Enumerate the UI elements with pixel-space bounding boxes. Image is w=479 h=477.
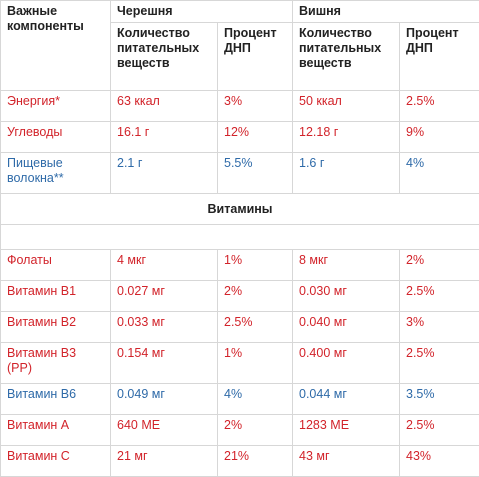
cherry-sweet-amount-header: Количество питательных веществ <box>111 23 218 91</box>
row-name: Витамин A <box>1 415 111 446</box>
cherry-sweet-percent: 2% <box>218 415 293 446</box>
cherry-percent: 4% <box>400 153 479 194</box>
cherry-sweet-amount: 4 мкг <box>111 250 218 281</box>
cherry-sweet-percent: 4% <box>218 384 293 415</box>
cherry-sweet-percent: 1% <box>218 343 293 384</box>
cherry-sweet-amount: 0.027 мг <box>111 281 218 312</box>
cherry-sweet-percent: 2.5% <box>218 312 293 343</box>
cherry-amount: 0.030 мг <box>293 281 400 312</box>
cherry-amount: 12.18 г <box>293 122 400 153</box>
cherry-sweet-percent-header: Процент ДНП <box>218 23 293 91</box>
cherry-sweet-percent: 2% <box>218 281 293 312</box>
cherry-sweet-amount: 21 мг <box>111 446 218 477</box>
cherry-amount: 0.040 мг <box>293 312 400 343</box>
cherry-amount: 43 мг <box>293 446 400 477</box>
cherry-amount-header: Количество питательных веществ <box>293 23 400 91</box>
cherry-percent: 9% <box>400 122 479 153</box>
row-name: Витамин B2 <box>1 312 111 343</box>
vitamins-section-title: Витамины <box>1 194 479 225</box>
cherry-percent: 43% <box>400 446 479 477</box>
cherry-sweet-amount: 640 МЕ <box>111 415 218 446</box>
cherry-percent: 2.5% <box>400 343 479 384</box>
cherry-percent: 3.5% <box>400 384 479 415</box>
vitamins-section-row: Витамины <box>1 194 479 225</box>
cherry-percent: 2.5% <box>400 415 479 446</box>
cherry-amount: 8 мкг <box>293 250 400 281</box>
row-name: Витамин C <box>1 446 111 477</box>
components-header: Важные компоненты <box>1 1 111 91</box>
row-name: Углеводы <box>1 122 111 153</box>
cherry-amount: 1283 МЕ <box>293 415 400 446</box>
cherry-sweet-amount: 63 ккал <box>111 91 218 122</box>
cherry-sweet-percent: 21% <box>218 446 293 477</box>
cherry-sweet-header: Черешня <box>111 1 293 23</box>
row-name: Пищевые волокна** <box>1 153 111 194</box>
cherry-sweet-amount: 0.154 мг <box>111 343 218 384</box>
cherry-sweet-percent: 5.5% <box>218 153 293 194</box>
cherry-amount: 0.044 мг <box>293 384 400 415</box>
cherry-header: Вишня <box>293 1 479 23</box>
header-row-1: Важные компоненты Черешня Вишня <box>1 1 479 23</box>
cherry-sweet-percent: 12% <box>218 122 293 153</box>
row-name: Витамин B3 (PP) <box>1 343 111 384</box>
cherry-sweet-percent: 3% <box>218 91 293 122</box>
section-spacer <box>1 225 479 250</box>
cherry-amount: 50 ккал <box>293 91 400 122</box>
row-name: Энергия* <box>1 91 111 122</box>
row-name: Фолаты <box>1 250 111 281</box>
cherry-percent: 2.5% <box>400 91 479 122</box>
cherry-amount: 1.6 г <box>293 153 400 194</box>
cherry-percent: 3% <box>400 312 479 343</box>
cherry-sweet-amount: 0.033 мг <box>111 312 218 343</box>
cherry-sweet-amount: 0.049 мг <box>111 384 218 415</box>
cherry-sweet-amount: 16.1 г <box>111 122 218 153</box>
cherry-sweet-amount: 2.1 г <box>111 153 218 194</box>
cherry-percent-header: Процент ДНП <box>400 23 479 91</box>
cherry-percent: 2% <box>400 250 479 281</box>
row-name: Витамин B6 <box>1 384 111 415</box>
cherry-percent: 2.5% <box>400 281 479 312</box>
cherry-sweet-percent: 1% <box>218 250 293 281</box>
spacer-cell <box>1 225 479 250</box>
cherry-amount: 0.400 мг <box>293 343 400 384</box>
row-name: Витамин B1 <box>1 281 111 312</box>
